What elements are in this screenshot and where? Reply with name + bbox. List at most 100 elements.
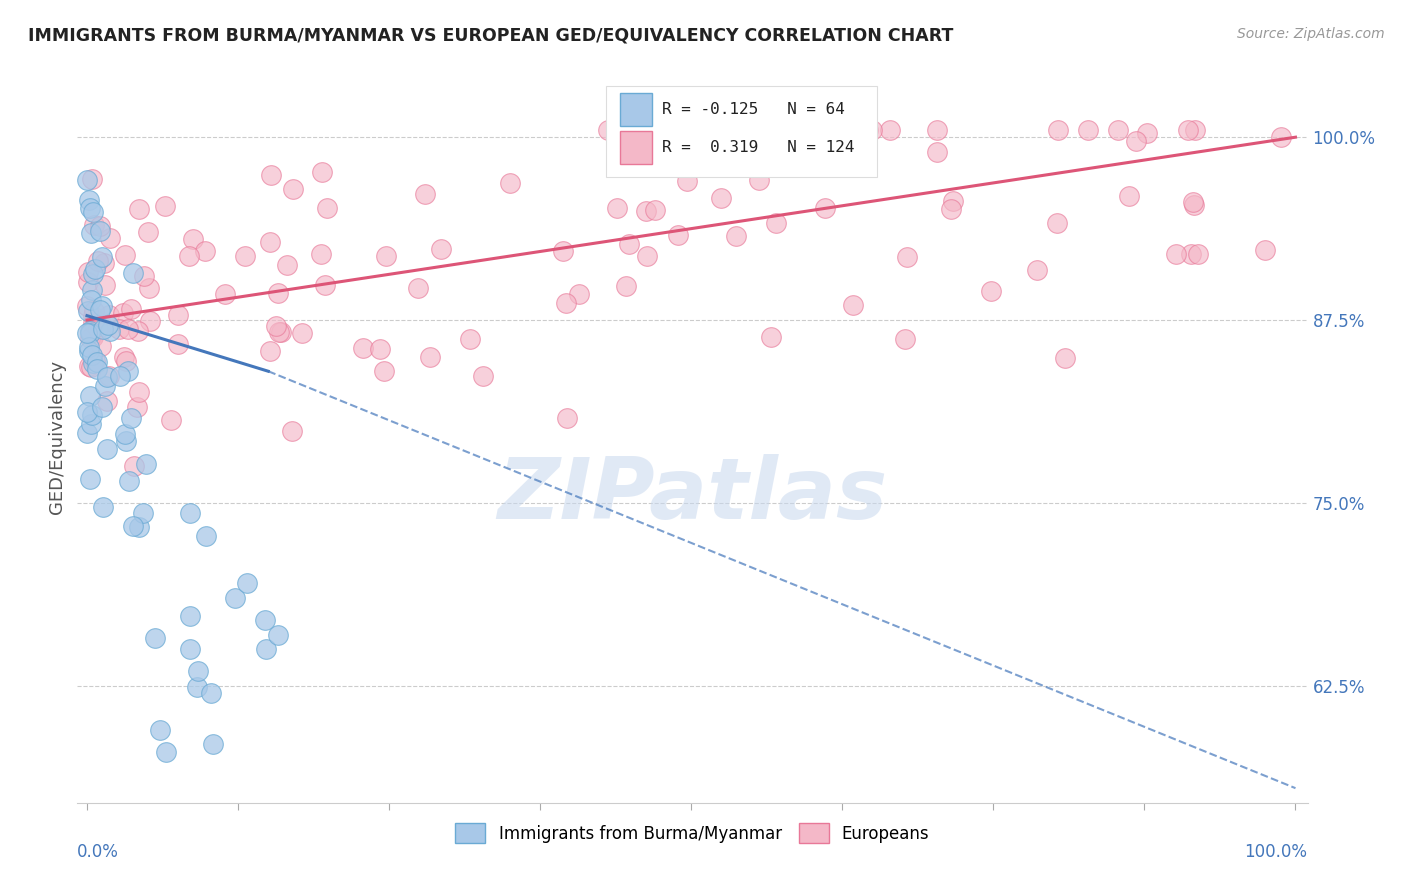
Point [181, 231, 204, 245]
Point [77, 344, 100, 359]
Point [82, 330, 104, 344]
Point [80, 417, 103, 431]
Point [644, 202, 666, 217]
Point [76, 275, 98, 289]
Point [77, 303, 100, 318]
Point [77, 359, 100, 373]
Point [373, 364, 395, 378]
Point [82, 316, 104, 330]
Point [1166, 247, 1188, 261]
Point [634, 203, 657, 218]
Point [264, 318, 287, 333]
Point [90, 339, 112, 353]
Point [472, 368, 495, 383]
Point [1136, 126, 1159, 140]
Point [925, 123, 948, 137]
Point [108, 321, 131, 335]
Point [236, 576, 259, 591]
Point [91, 500, 114, 514]
Point [352, 341, 374, 355]
Point [117, 363, 139, 377]
Point [114, 426, 136, 441]
Point [676, 174, 699, 188]
Point [179, 642, 201, 657]
Point [860, 123, 883, 137]
Point [136, 226, 159, 240]
Point [76, 326, 98, 341]
Point [194, 529, 217, 543]
Point [83, 218, 105, 232]
Point [79, 293, 101, 307]
Point [179, 506, 201, 520]
Point [316, 202, 339, 216]
Point [79, 340, 101, 354]
Point [114, 248, 136, 262]
Point [77, 265, 100, 279]
Point [202, 737, 225, 751]
Point [82, 327, 104, 342]
Point [76, 425, 98, 440]
Point [96, 442, 118, 457]
Point [97, 369, 120, 384]
Point [128, 385, 150, 400]
Point [291, 326, 314, 341]
Point [1187, 247, 1209, 261]
Point [927, 145, 949, 159]
Point [814, 201, 837, 215]
Point [406, 281, 429, 295]
Point [80, 408, 103, 422]
Point [614, 278, 637, 293]
Point [82, 267, 104, 281]
Point [117, 322, 139, 336]
Point [179, 609, 201, 624]
Point [666, 227, 689, 242]
Point [77, 194, 100, 208]
Point [194, 244, 217, 258]
Point [96, 393, 118, 408]
Point [856, 123, 879, 137]
Point [458, 332, 481, 346]
Point [280, 424, 302, 438]
Point [499, 176, 522, 190]
Point [254, 642, 277, 657]
Point [634, 134, 657, 148]
Point [636, 249, 658, 263]
Point [79, 326, 101, 340]
Point [617, 236, 640, 251]
Point [80, 283, 103, 297]
Point [186, 680, 208, 694]
Point [79, 360, 101, 375]
Point [89, 224, 111, 238]
Point [253, 613, 276, 627]
Point [1254, 244, 1277, 258]
Point [311, 165, 333, 179]
Point [90, 299, 112, 313]
Point [167, 337, 190, 351]
Point [200, 686, 222, 700]
Point [842, 298, 865, 312]
Point [79, 324, 101, 338]
Point [80, 172, 103, 186]
Point [1270, 130, 1292, 145]
Point [1184, 123, 1206, 137]
Point [941, 202, 963, 216]
Point [267, 285, 290, 300]
Point [309, 247, 332, 261]
Point [270, 325, 292, 339]
Point [125, 400, 148, 414]
Point [97, 308, 120, 322]
Point [555, 411, 578, 425]
Point [86, 355, 108, 369]
Point [606, 202, 628, 216]
Point [314, 278, 336, 293]
Point [128, 520, 150, 534]
Point [179, 249, 201, 263]
Point [76, 299, 98, 313]
Point [79, 472, 101, 486]
Point [118, 474, 141, 488]
Point [186, 664, 208, 678]
Point [98, 231, 121, 245]
Point [214, 287, 236, 301]
Point [97, 318, 120, 333]
Text: ZIPatlas: ZIPatlas [498, 454, 887, 537]
